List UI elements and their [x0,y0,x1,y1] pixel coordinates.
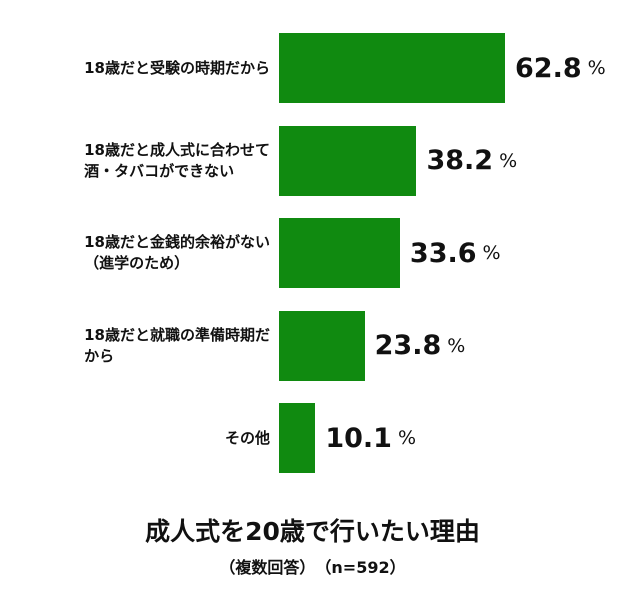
value-unit: % [397,427,417,449]
bar [279,125,417,196]
bar [279,218,400,288]
value-label: 23.8% [375,311,466,381]
category-label-box: 18歳だと金銭的余裕がない （進学のため） [4,218,270,288]
category-label: 18歳だと成人式に合わせて 酒・タバコができない [84,140,270,180]
category-label: その他 [224,428,270,447]
value-label: 62.8% [515,33,606,103]
value-unit: % [482,242,501,264]
category-label-box: その他 [4,403,270,473]
category-label-box: 18歳だと就職の準備時期だ から [4,311,270,381]
value-number: 33.6 [409,237,477,269]
value-number: 62.8 [515,52,582,84]
bar [279,33,505,103]
value-label: 10.1% [325,403,416,473]
category-label-box: 18歳だと成人式に合わせて 酒・タバコができない [4,126,270,196]
category-label: 18歳だと金銭的余裕がない （進学のため） [84,233,270,272]
category-label-box: 18歳だと受験の時期だから [4,33,270,103]
category-label: 18歳だと就職の準備時期だ から [84,325,270,365]
value-number: 38.2 [426,145,494,176]
chart-title: 成人式を20歳で行いたい理由 [145,517,480,546]
value-unit: % [447,334,466,357]
bar [279,310,365,381]
category-label: 18歳だと受験の時期だから [84,58,270,77]
bar [279,403,316,473]
value-label: 33.6% [410,218,501,288]
value-unit: % [499,149,518,172]
chart-subtitle: （複数回答） （n=592） [219,558,406,577]
value-label: 38.2% [426,126,517,196]
value-unit: % [587,57,606,79]
value-number: 23.8 [374,330,442,361]
value-number: 10.1 [325,422,392,454]
